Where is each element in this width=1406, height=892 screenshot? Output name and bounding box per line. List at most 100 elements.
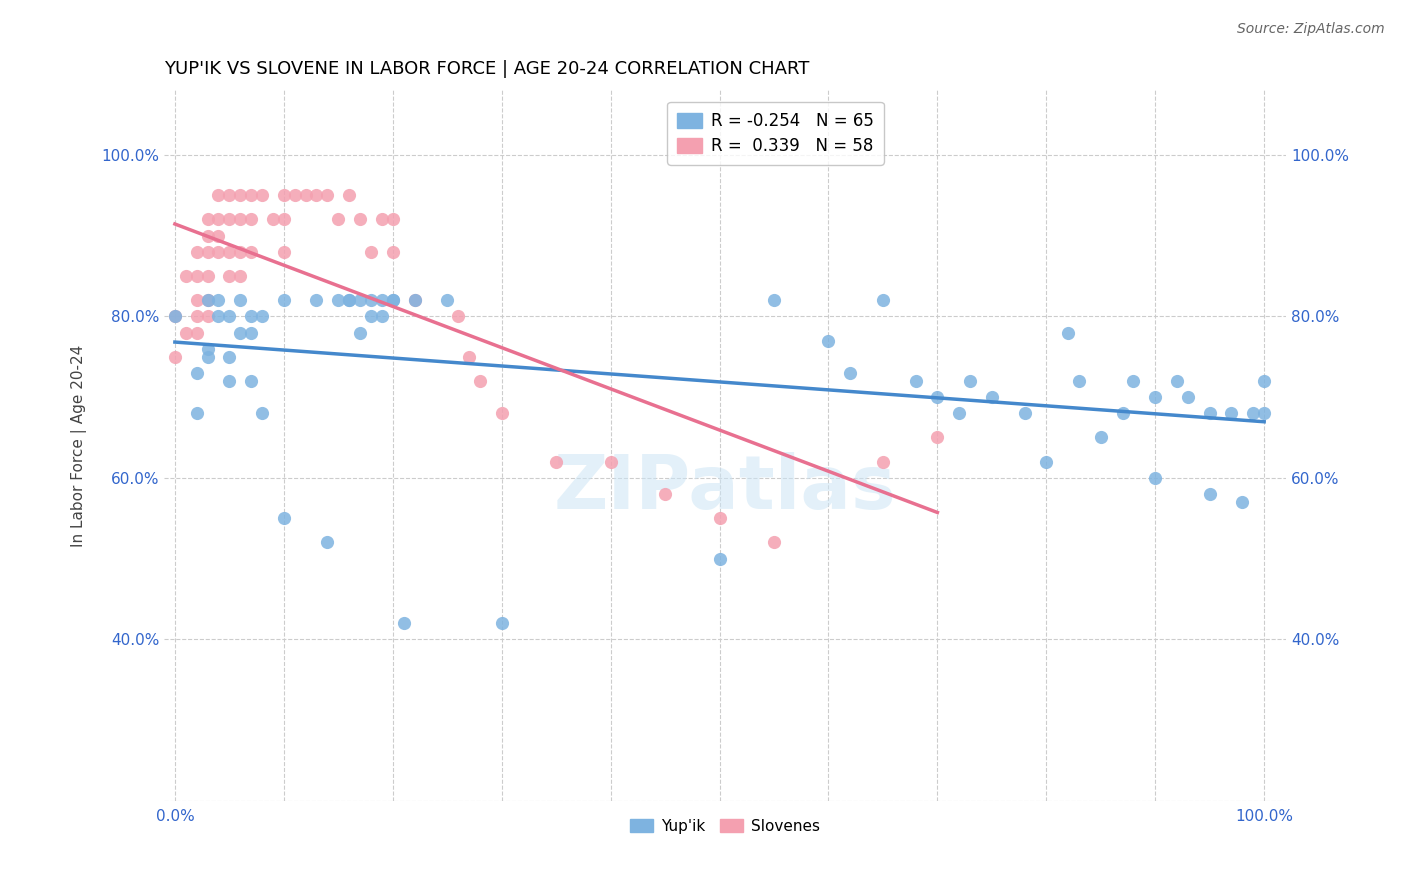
- Point: [654, 487, 676, 501]
- Point: [174, 268, 197, 283]
- Point: [197, 244, 219, 259]
- Point: [371, 293, 394, 308]
- Point: [186, 293, 208, 308]
- Point: [762, 293, 785, 308]
- Point: [404, 293, 426, 308]
- Point: [337, 293, 360, 308]
- Point: [163, 310, 186, 324]
- Text: Source: ZipAtlas.com: Source: ZipAtlas.com: [1237, 22, 1385, 37]
- Point: [186, 310, 208, 324]
- Point: [1090, 430, 1112, 444]
- Point: [218, 310, 240, 324]
- Point: [197, 350, 219, 364]
- Point: [229, 268, 252, 283]
- Point: [197, 268, 219, 283]
- Point: [186, 244, 208, 259]
- Point: [197, 212, 219, 227]
- Point: [1111, 406, 1133, 420]
- Point: [305, 293, 328, 308]
- Point: [240, 244, 263, 259]
- Point: [927, 390, 949, 404]
- Point: [1198, 406, 1220, 420]
- Point: [762, 535, 785, 549]
- Point: [349, 293, 371, 308]
- Point: [468, 374, 491, 388]
- Point: [371, 212, 394, 227]
- Point: [839, 366, 862, 380]
- Point: [381, 212, 404, 227]
- Point: [229, 244, 252, 259]
- Point: [491, 406, 513, 420]
- Point: [240, 212, 263, 227]
- Point: [349, 212, 371, 227]
- Point: [284, 188, 307, 202]
- Point: [273, 212, 295, 227]
- Point: [337, 293, 360, 308]
- Point: [229, 212, 252, 227]
- Point: [872, 293, 894, 308]
- Y-axis label: In Labor Force | Age 20-24: In Labor Force | Age 20-24: [72, 344, 87, 547]
- Point: [262, 212, 284, 227]
- Point: [163, 310, 186, 324]
- Text: YUP'IK VS SLOVENE IN LABOR FORCE | AGE 20-24 CORRELATION CHART: YUP'IK VS SLOVENE IN LABOR FORCE | AGE 2…: [165, 60, 810, 78]
- Point: [163, 350, 186, 364]
- Point: [458, 350, 481, 364]
- Point: [218, 188, 240, 202]
- Point: [491, 616, 513, 631]
- Point: [197, 293, 219, 308]
- Point: [186, 406, 208, 420]
- Point: [1014, 406, 1036, 420]
- Point: [273, 511, 295, 525]
- Point: [197, 342, 219, 356]
- Point: [218, 374, 240, 388]
- Point: [229, 326, 252, 340]
- Point: [273, 293, 295, 308]
- Point: [1253, 374, 1275, 388]
- Point: [1035, 455, 1057, 469]
- Point: [316, 188, 339, 202]
- Point: [927, 430, 949, 444]
- Point: [207, 212, 229, 227]
- Point: [360, 293, 382, 308]
- Point: [872, 455, 894, 469]
- Point: [709, 551, 731, 566]
- Point: [328, 212, 350, 227]
- Point: [207, 244, 229, 259]
- Point: [436, 293, 458, 308]
- Point: [207, 310, 229, 324]
- Point: [197, 310, 219, 324]
- Point: [817, 334, 839, 348]
- Point: [360, 310, 382, 324]
- Point: [948, 406, 970, 420]
- Point: [599, 455, 621, 469]
- Point: [1144, 471, 1167, 485]
- Point: [218, 244, 240, 259]
- Point: [240, 310, 263, 324]
- Point: [381, 293, 404, 308]
- Point: [980, 390, 1002, 404]
- Point: [349, 326, 371, 340]
- Point: [186, 326, 208, 340]
- Point: [447, 310, 470, 324]
- Point: [1067, 374, 1090, 388]
- Point: [218, 350, 240, 364]
- Point: [197, 228, 219, 243]
- Point: [546, 455, 568, 469]
- Point: [1198, 487, 1220, 501]
- Point: [207, 188, 229, 202]
- Point: [273, 244, 295, 259]
- Point: [250, 310, 273, 324]
- Point: [1220, 406, 1243, 420]
- Point: [1166, 374, 1188, 388]
- Text: ZIPatlas: ZIPatlas: [554, 451, 896, 524]
- Point: [240, 188, 263, 202]
- Point: [207, 228, 229, 243]
- Point: [186, 366, 208, 380]
- Point: [328, 293, 350, 308]
- Point: [273, 188, 295, 202]
- Point: [337, 188, 360, 202]
- Point: [218, 212, 240, 227]
- Point: [360, 244, 382, 259]
- Point: [381, 293, 404, 308]
- Point: [174, 326, 197, 340]
